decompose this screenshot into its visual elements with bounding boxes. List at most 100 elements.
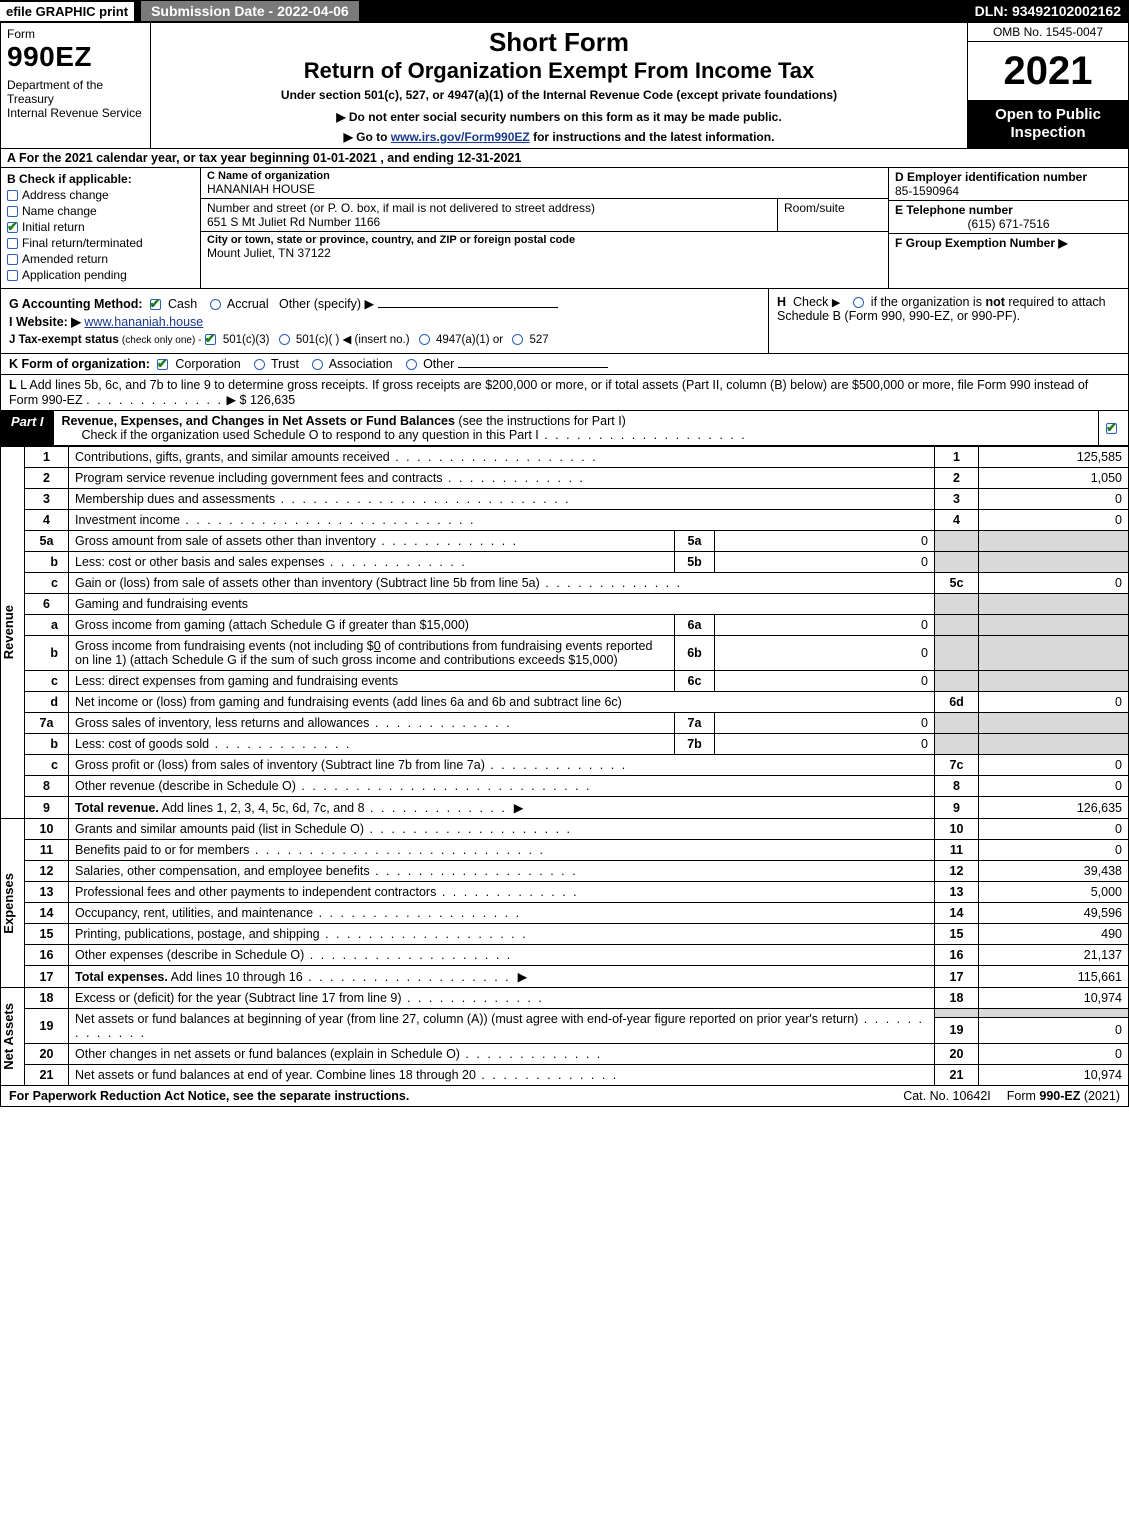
checkbox-icon	[7, 190, 18, 201]
radio-icon[interactable]	[254, 359, 265, 370]
chk-amended[interactable]: Amended return	[7, 252, 194, 266]
checkbox-icon	[7, 254, 18, 265]
radio-icon[interactable]	[406, 359, 417, 370]
table-row: 2 Program service revenue including gove…	[1, 468, 1129, 489]
radio-icon[interactable]	[279, 334, 290, 345]
side-netassets: Net Assets	[1, 1003, 16, 1070]
radio-icon[interactable]	[210, 299, 221, 310]
table-row: 6 Gaming and fundraising events	[1, 594, 1129, 615]
checkbox-icon[interactable]	[205, 334, 216, 345]
dln: DLN: 93492102002162	[975, 3, 1129, 19]
header-right: OMB No. 1545-0047 2021 Open to Public In…	[968, 23, 1128, 148]
chk-name[interactable]: Name change	[7, 204, 194, 218]
goto-line: ▶ Go to www.irs.gov/Form990EZ for instru…	[159, 130, 959, 144]
c-addr-label: Number and street (or P. O. box, if mail…	[207, 201, 771, 215]
footer-center: Cat. No. 10642I	[895, 1086, 999, 1106]
chk-initial[interactable]: Initial return	[7, 220, 194, 234]
goto-prefix: ▶ Go to	[344, 130, 391, 144]
table-row: 5a Gross amount from sale of assets othe…	[1, 531, 1129, 552]
j-line: J Tax-exempt status (check only one) - 5…	[9, 332, 760, 346]
radio-icon[interactable]	[512, 334, 523, 345]
form-word: Form	[7, 27, 144, 41]
radio-icon[interactable]	[853, 297, 864, 308]
table-row: 12 Salaries, other compensation, and emp…	[1, 861, 1129, 882]
c-name-label: C Name of organization	[207, 170, 882, 182]
dept-label: Department of the Treasury Internal Reve…	[7, 79, 144, 120]
tax-year: 2021	[968, 42, 1128, 100]
table-row: 13 Professional fees and other payments …	[1, 882, 1129, 903]
table-row: c Gross profit or (loss) from sales of i…	[1, 755, 1129, 776]
goto-suffix: for instructions and the latest informat…	[530, 130, 775, 144]
line-a: A For the 2021 calendar year, or tax yea…	[0, 149, 1129, 168]
b-letter: B	[7, 172, 16, 186]
h-box: H Check ▶ if the organization is not req…	[768, 289, 1128, 353]
g-line: G Accounting Method: Cash Accrual Other …	[9, 296, 760, 311]
table-row: 11 Benefits paid to or for members 11 0	[1, 840, 1129, 861]
table-row: b Less: cost or other basis and sales ex…	[1, 552, 1129, 573]
table-row: Net Assets 18 Excess or (deficit) for th…	[1, 988, 1129, 1009]
checkbox-icon	[1106, 423, 1117, 434]
part1-header: Part I Revenue, Expenses, and Changes in…	[0, 411, 1129, 446]
gh-left: G Accounting Method: Cash Accrual Other …	[1, 289, 768, 353]
k-label: K Form of organization:	[9, 357, 150, 371]
under-section: Under section 501(c), 527, or 4947(a)(1)…	[159, 88, 959, 102]
radio-icon[interactable]	[419, 334, 430, 345]
org-name: HANANIAH HOUSE	[207, 182, 882, 196]
other-specify-input[interactable]	[378, 307, 558, 308]
part1-check[interactable]	[1098, 411, 1128, 445]
side-expenses: Expenses	[1, 873, 16, 934]
part1-subtitle: Check if the organization used Schedule …	[82, 428, 539, 442]
table-row: b Less: cost of goods sold 7b 0	[1, 734, 1129, 755]
table-row: 17 Total expenses. Add lines 10 through …	[1, 966, 1129, 988]
addr-row: Number and street (or P. O. box, if mail…	[201, 199, 778, 231]
radio-icon[interactable]	[312, 359, 323, 370]
top-bar: efile GRAPHIC print Submission Date - 20…	[0, 0, 1129, 22]
other-org-input[interactable]	[458, 367, 608, 368]
table-row: 14 Occupancy, rent, utilities, and maint…	[1, 903, 1129, 924]
org-name-row: C Name of organization HANANIAH HOUSE	[201, 168, 888, 199]
org-city: Mount Juliet, TN 37122	[207, 246, 882, 260]
section-def: D Employer identification number 85-1590…	[888, 168, 1128, 288]
table-row: b Gross income from fundraising events (…	[1, 636, 1129, 671]
l-arrow: ▶ $	[226, 393, 246, 407]
room-suite: Room/suite	[778, 199, 888, 231]
footer: For Paperwork Reduction Act Notice, see …	[0, 1086, 1129, 1107]
table-row: Expenses 10 Grants and similar amounts p…	[1, 819, 1129, 840]
part1-tab: Part I	[1, 411, 54, 445]
form-number: 990EZ	[7, 41, 144, 73]
chk-pending[interactable]: Application pending	[7, 268, 194, 282]
chk-address[interactable]: Address change	[7, 188, 194, 202]
table-row: 7a Gross sales of inventory, less return…	[1, 713, 1129, 734]
i-line: I Website: ▶ www.hananiah.house	[9, 314, 760, 329]
ssn-note: ▶ Do not enter social security numbers o…	[159, 110, 959, 124]
table-row: Revenue 1 Contributions, gifts, grants, …	[1, 447, 1129, 468]
table-row: 20 Other changes in net assets or fund b…	[1, 1044, 1129, 1065]
d-row: D Employer identification number 85-1590…	[889, 168, 1128, 201]
checkbox-icon[interactable]	[150, 299, 161, 310]
e-label: E Telephone number	[895, 203, 1122, 217]
table-row: d Net income or (loss) from gaming and f…	[1, 692, 1129, 713]
table-row: c Gain or (loss) from sale of assets oth…	[1, 573, 1129, 594]
submission-date: Submission Date - 2022-04-06	[140, 0, 360, 22]
city-row: City or town, state or province, country…	[201, 232, 888, 288]
checkbox-icon[interactable]	[157, 359, 168, 370]
l-val: 126,635	[250, 393, 295, 407]
mid-block: B Check if applicable: Address change Na…	[0, 168, 1129, 289]
room-label: Room/suite	[784, 201, 882, 215]
table-row: 9 Total revenue. Add lines 1, 2, 3, 4, 5…	[1, 797, 1129, 819]
short-form-title: Short Form	[159, 27, 959, 58]
l-line: L L Add lines 5b, 6c, and 7b to line 9 t…	[0, 375, 1129, 411]
checkbox-icon	[7, 238, 18, 249]
lines-table: Revenue 1 Contributions, gifts, grants, …	[0, 446, 1129, 1086]
chk-final[interactable]: Final return/terminated	[7, 236, 194, 250]
section-c: C Name of organization HANANIAH HOUSE Nu…	[201, 168, 888, 288]
checkbox-icon	[7, 222, 18, 233]
b-text: Check if applicable:	[19, 172, 132, 186]
omb-number: OMB No. 1545-0047	[968, 23, 1128, 42]
footer-left: For Paperwork Reduction Act Notice, see …	[1, 1086, 895, 1106]
website-link[interactable]: www.hananiah.house	[84, 315, 203, 329]
efile-label: efile GRAPHIC print	[0, 2, 134, 21]
g-label: G Accounting Method:	[9, 297, 143, 311]
table-row: a Gross income from gaming (attach Sched…	[1, 615, 1129, 636]
goto-link[interactable]: www.irs.gov/Form990EZ	[391, 130, 530, 144]
